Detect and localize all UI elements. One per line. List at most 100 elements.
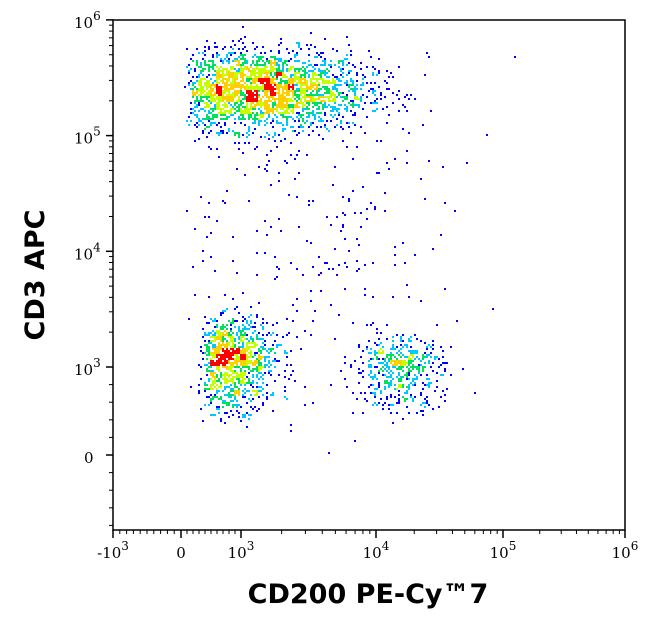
event-dot [312, 76, 314, 78]
event-dot [224, 84, 226, 86]
event-dot [392, 364, 394, 366]
event-dot [226, 88, 228, 90]
event-dot [214, 64, 216, 66]
event-dot [344, 58, 346, 60]
event-dot [354, 94, 356, 96]
event-dot [238, 328, 240, 330]
event-dot [220, 92, 222, 94]
event-dot [346, 64, 348, 66]
event-dot [244, 382, 246, 384]
event-dot [278, 106, 280, 108]
event-dot [198, 76, 200, 78]
event-dot [220, 126, 222, 128]
event-dot [242, 358, 244, 360]
event-dot [330, 94, 332, 96]
event-dot [236, 400, 238, 402]
event-dot [216, 350, 218, 352]
event-dot [260, 56, 262, 58]
event-dot [266, 104, 268, 106]
event-dot [394, 366, 396, 368]
event-dot [242, 362, 244, 364]
event-dot [222, 62, 224, 64]
event-dot [216, 336, 218, 338]
event-dot [384, 192, 386, 194]
event-dot [402, 384, 404, 386]
event-dot [294, 380, 296, 382]
event-dot [304, 90, 306, 92]
event-dot [354, 92, 356, 94]
event-dot [248, 316, 250, 318]
event-dot [304, 82, 306, 84]
event-dot [408, 378, 410, 380]
event-dot [256, 314, 258, 316]
event-dot [278, 218, 280, 220]
event-dot [414, 374, 416, 376]
event-dot [198, 94, 200, 96]
event-dot [360, 62, 362, 64]
event-dot [230, 384, 232, 386]
event-dot [334, 126, 336, 128]
event-dot [226, 84, 228, 86]
event-dot [356, 270, 358, 272]
event-dot [228, 98, 230, 100]
event-dot [214, 104, 216, 106]
event-dot [274, 60, 276, 62]
event-dot [246, 96, 248, 98]
event-dot [246, 100, 248, 102]
event-dot [404, 400, 406, 402]
event-dot [372, 88, 374, 90]
event-dot [280, 122, 282, 124]
event-dot [240, 84, 242, 86]
event-dot [244, 142, 246, 144]
event-dot [252, 106, 254, 108]
event-dot [238, 360, 240, 362]
event-dot [392, 92, 394, 94]
event-dot [306, 100, 308, 102]
event-dot [298, 96, 300, 98]
event-dot [226, 106, 228, 108]
event-dot [392, 102, 394, 104]
event-dot [302, 96, 304, 98]
event-dot [212, 122, 214, 124]
event-dot [234, 112, 236, 114]
event-dot [276, 98, 278, 100]
event-dot [328, 88, 330, 90]
event-dot [288, 90, 290, 92]
event-dot [420, 394, 422, 396]
event-dot [208, 112, 210, 114]
event-dot [238, 346, 240, 348]
event-dot [234, 142, 236, 144]
event-dot [324, 72, 326, 74]
event-dot [256, 78, 258, 80]
event-dot [214, 336, 216, 338]
event-dot [298, 80, 300, 82]
event-dot [338, 264, 340, 266]
event-dot [220, 132, 222, 134]
event-dot [368, 366, 370, 368]
event-dot [406, 162, 408, 164]
event-dot [312, 114, 314, 116]
event-dot [230, 74, 232, 76]
event-dot [242, 110, 244, 112]
event-dot [218, 122, 220, 124]
event-dot [194, 140, 196, 142]
event-dot [420, 340, 422, 342]
event-dot [308, 94, 310, 96]
event-dot [218, 408, 220, 410]
event-dot [268, 138, 270, 140]
event-dot [372, 322, 374, 324]
event-dot [224, 382, 226, 384]
event-dot [366, 324, 368, 326]
event-dot [204, 332, 206, 334]
event-dot [256, 118, 258, 120]
event-dot [298, 98, 300, 100]
event-dot [276, 76, 278, 78]
event-dot [282, 88, 284, 90]
event-dot [292, 82, 294, 84]
event-dot [428, 382, 430, 384]
event-dot [398, 110, 400, 112]
event-dot [274, 68, 276, 70]
event-dot [242, 348, 244, 350]
event-dot [218, 358, 220, 360]
event-dot [334, 338, 336, 340]
